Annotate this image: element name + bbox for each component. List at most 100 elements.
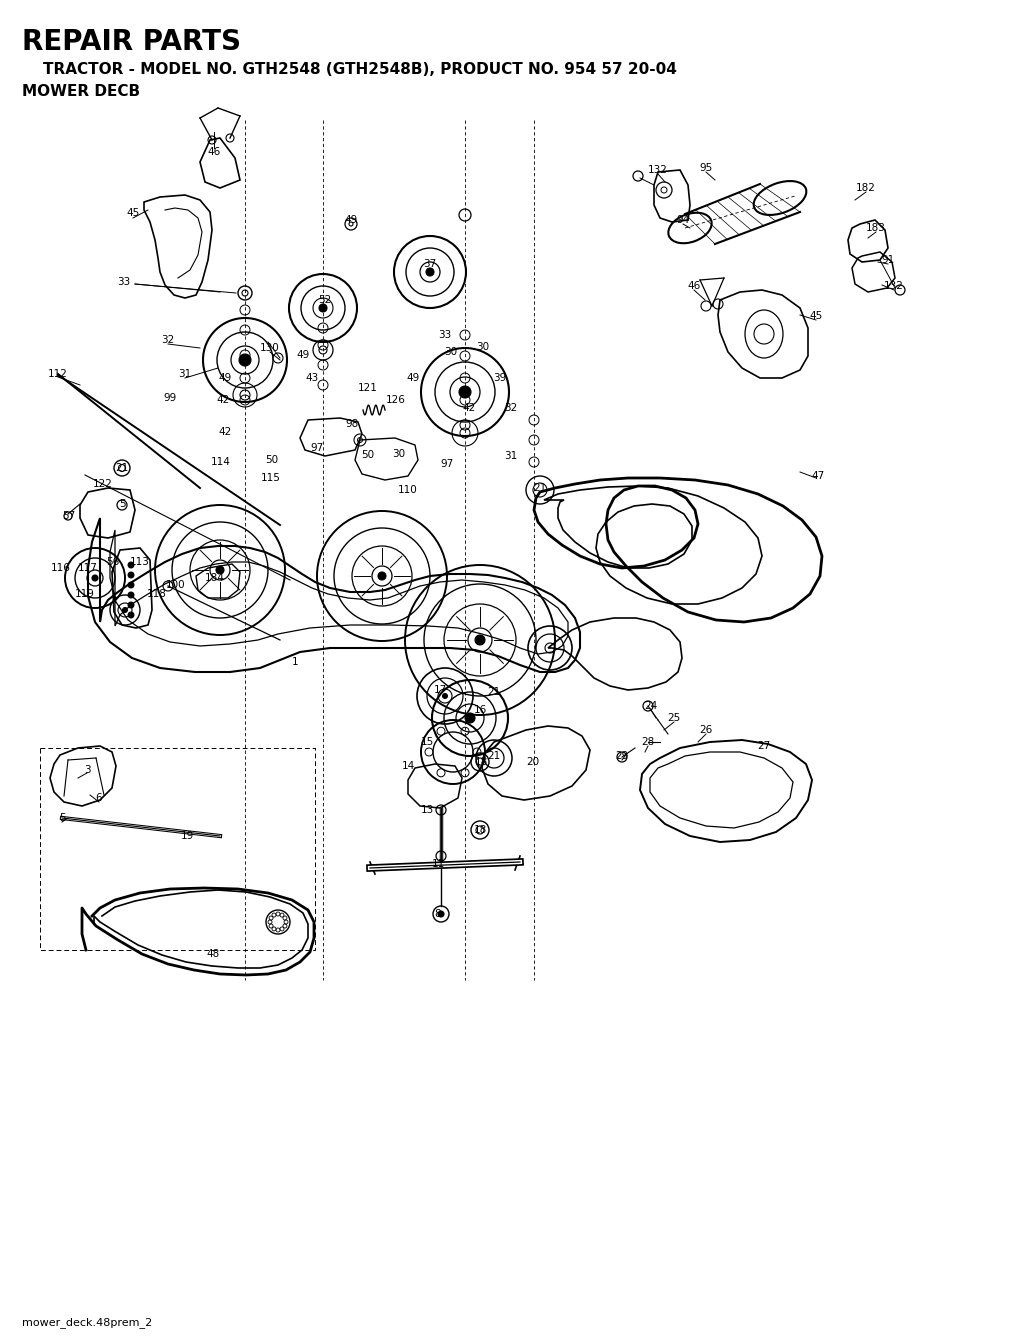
Circle shape [216, 565, 224, 574]
Text: 42: 42 [463, 403, 475, 413]
Text: 48: 48 [207, 949, 219, 959]
Text: 116: 116 [51, 563, 71, 574]
Text: 39: 39 [494, 373, 507, 383]
Circle shape [378, 572, 386, 580]
Text: 21: 21 [534, 482, 547, 493]
Text: 21: 21 [116, 464, 129, 473]
Circle shape [438, 911, 444, 917]
Circle shape [459, 386, 471, 398]
Text: 57: 57 [62, 511, 76, 521]
Text: 94: 94 [677, 214, 689, 225]
Text: 25: 25 [668, 713, 681, 724]
Text: 32: 32 [505, 403, 517, 413]
Circle shape [128, 602, 134, 608]
Circle shape [442, 694, 447, 698]
Text: 119: 119 [75, 590, 95, 599]
Text: MOWER DECB: MOWER DECB [22, 84, 140, 99]
Text: TRACTOR - MODEL NO. GTH2548 (GTH2548B), PRODUCT NO. 954 57 20-04: TRACTOR - MODEL NO. GTH2548 (GTH2548B), … [22, 62, 677, 76]
Text: 16: 16 [473, 705, 486, 716]
Text: 47: 47 [811, 470, 824, 481]
Circle shape [465, 713, 475, 724]
Text: 182: 182 [856, 184, 876, 193]
Text: 50: 50 [265, 456, 279, 465]
Text: 110: 110 [398, 485, 418, 494]
Text: 45: 45 [809, 311, 822, 322]
Circle shape [128, 612, 134, 618]
Circle shape [239, 354, 251, 366]
Text: 14: 14 [401, 761, 415, 770]
Text: 46: 46 [208, 147, 220, 157]
Text: 49: 49 [344, 214, 357, 225]
Text: mower_deck.48prem_2: mower_deck.48prem_2 [22, 1317, 153, 1328]
Text: 3: 3 [84, 765, 90, 775]
Text: 33: 33 [118, 277, 131, 287]
Text: 117: 117 [78, 563, 98, 574]
Text: 49: 49 [407, 373, 420, 383]
Text: 132: 132 [884, 281, 904, 291]
Text: 112: 112 [48, 369, 68, 379]
Text: 5: 5 [119, 498, 125, 509]
Text: 42: 42 [218, 427, 231, 437]
Text: 18: 18 [473, 825, 486, 835]
Text: 27: 27 [758, 741, 771, 750]
Text: 98: 98 [345, 419, 358, 429]
Circle shape [128, 572, 134, 578]
Text: 97: 97 [440, 460, 454, 469]
Circle shape [92, 575, 98, 582]
Circle shape [128, 592, 134, 598]
Text: 45: 45 [126, 208, 139, 218]
Circle shape [426, 268, 434, 276]
Text: 122: 122 [93, 478, 113, 489]
Text: 114: 114 [211, 457, 231, 468]
Text: 52: 52 [318, 295, 332, 306]
Text: 21: 21 [487, 750, 501, 761]
Text: 33: 33 [438, 330, 452, 340]
Text: 30: 30 [444, 347, 458, 356]
Text: 49: 49 [218, 373, 231, 383]
Text: 97: 97 [310, 444, 324, 453]
Text: 32: 32 [162, 335, 175, 344]
Text: 121: 121 [358, 383, 378, 393]
Text: 30: 30 [476, 342, 489, 352]
Text: 29: 29 [615, 750, 629, 761]
Circle shape [128, 561, 134, 568]
Text: REPAIR PARTS: REPAIR PARTS [22, 28, 241, 56]
Text: 19: 19 [180, 831, 194, 842]
Text: 1: 1 [292, 657, 298, 667]
Text: 132: 132 [648, 165, 668, 176]
Circle shape [475, 635, 485, 645]
Text: 6: 6 [95, 793, 102, 803]
Text: 31: 31 [178, 369, 191, 379]
Text: 115: 115 [261, 473, 281, 482]
Text: 24: 24 [644, 701, 657, 712]
Text: 99: 99 [164, 393, 176, 403]
Text: 18: 18 [474, 757, 487, 766]
Text: 37: 37 [423, 259, 436, 269]
Text: 21: 21 [487, 687, 501, 697]
Text: 49: 49 [296, 350, 309, 360]
Text: 50: 50 [361, 450, 375, 460]
Text: 113: 113 [130, 557, 150, 567]
Text: 30: 30 [392, 449, 406, 460]
Text: 184: 184 [205, 574, 225, 583]
Text: 126: 126 [386, 395, 406, 405]
Text: 20: 20 [526, 757, 540, 766]
Text: 130: 130 [260, 343, 280, 352]
Text: 91: 91 [882, 255, 895, 265]
Text: 183: 183 [866, 222, 886, 233]
Text: 56: 56 [106, 557, 120, 567]
Circle shape [123, 607, 128, 612]
Text: 11: 11 [431, 859, 444, 870]
Text: 13: 13 [421, 805, 433, 815]
Text: 31: 31 [505, 452, 517, 461]
Text: 5: 5 [58, 813, 66, 823]
Text: 43: 43 [305, 373, 318, 383]
Text: 8: 8 [434, 909, 441, 919]
Text: 100: 100 [166, 580, 185, 590]
Text: 118: 118 [147, 590, 167, 599]
Text: 15: 15 [421, 737, 433, 746]
Text: 28: 28 [641, 737, 654, 746]
Text: 46: 46 [687, 281, 700, 291]
Circle shape [319, 304, 327, 312]
Circle shape [128, 582, 134, 588]
